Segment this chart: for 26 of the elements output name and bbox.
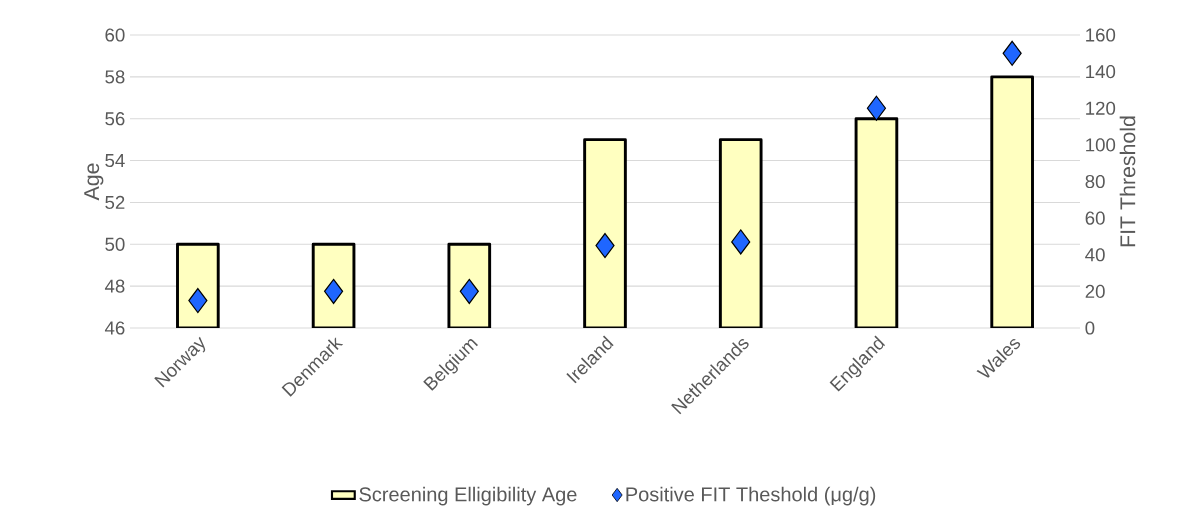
legend-label: Screening Elligibility Age — [359, 486, 577, 506]
point — [188, 287, 208, 314]
y-tick-label: 60 — [105, 28, 125, 42]
y2-tick-label: 120 — [1086, 101, 1116, 115]
y-tick-label: 54 — [105, 154, 125, 168]
y2-tick-label: 60 — [1085, 211, 1105, 225]
point — [595, 233, 615, 259]
y-tick-label: 52 — [105, 195, 125, 210]
y2-tick-label: 140 — [1086, 65, 1116, 79]
y-tick-label: 48 — [104, 279, 125, 293]
y2-tick-label: 20 — [1085, 284, 1105, 298]
point — [731, 229, 751, 255]
point — [866, 95, 887, 121]
y-tick-label: 50 — [105, 237, 125, 251]
y-tick-label: 58 — [105, 70, 125, 84]
y2-tick-label: 0 — [1085, 321, 1095, 335]
point — [1002, 40, 1022, 66]
legend-label: Positive FIT Theshold (μg/g) — [626, 486, 876, 506]
y2-tick-label: 100 — [1086, 138, 1116, 152]
y2-tick-label: 160 — [1086, 28, 1116, 42]
y2-tick-label: 40 — [1085, 248, 1105, 262]
y-tick-label: 46 — [104, 321, 125, 335]
y-tick-label: 56 — [105, 112, 125, 126]
y2-tick-label: 80 — [1085, 174, 1105, 189]
y-axis-title: Age — [84, 163, 104, 201]
y2-axis-title: FIT Threshold — [1119, 116, 1136, 247]
